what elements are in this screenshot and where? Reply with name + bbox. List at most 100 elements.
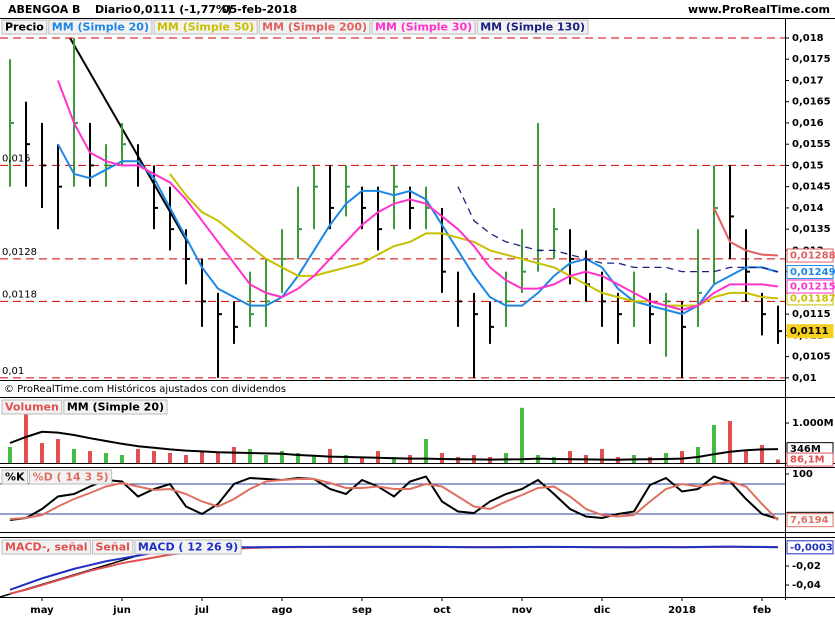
legend-box xyxy=(91,539,134,555)
y-tick-label: 100 xyxy=(792,469,813,480)
volume-bar xyxy=(216,453,220,463)
legend-box xyxy=(1,539,91,555)
trend-line xyxy=(69,37,189,244)
y-tick-label: 0,014 xyxy=(792,203,824,214)
last-value-label: 0,01288 xyxy=(790,251,835,262)
x-tick-label: oct xyxy=(433,605,451,616)
level-label: 0,0118 xyxy=(2,289,37,300)
volume-bar xyxy=(72,449,76,463)
legend-box xyxy=(258,19,371,35)
y-tick-label: 0,0105 xyxy=(792,352,831,363)
volume-bar xyxy=(8,447,12,463)
y-tick-label: -0,04 xyxy=(792,580,821,591)
volume-bar xyxy=(296,453,300,463)
volume-bar xyxy=(312,455,316,463)
legend-box xyxy=(134,539,242,555)
plot-area xyxy=(9,545,779,595)
y-tick-label: 0,01 xyxy=(792,373,817,384)
x-tick-label: ago xyxy=(272,605,293,616)
volume-bar xyxy=(120,455,124,463)
y-tick-label: 0,0155 xyxy=(792,139,831,150)
series-line xyxy=(9,478,779,521)
last-value-label: 7,6194 xyxy=(790,515,829,526)
legend-label: Precio xyxy=(5,21,44,34)
y-tick-label: -0,02 xyxy=(792,561,821,572)
legend-label: Señal xyxy=(95,541,129,554)
legend-label: MM (Simple 20) xyxy=(67,401,164,414)
last-value-box xyxy=(786,279,834,294)
volume-bar xyxy=(104,453,108,463)
legend-box xyxy=(48,19,153,35)
y-tick-label: 1.000M xyxy=(792,418,834,429)
last-value-box xyxy=(786,324,834,339)
legend-box xyxy=(371,19,476,35)
y-tick-label: 0,0145 xyxy=(792,182,831,193)
y-tick-label: 0,0165 xyxy=(792,97,831,108)
legend-box xyxy=(1,19,48,35)
volume-bar xyxy=(712,425,716,463)
legend-label: %D ( 14 3 5) xyxy=(33,471,109,484)
volume-bar xyxy=(728,421,732,463)
legend-label: Volumen xyxy=(5,401,59,414)
volume-bar xyxy=(136,449,140,463)
last-value-label: 346M xyxy=(790,444,821,455)
legend-label: MM (Simple 20) xyxy=(52,21,149,34)
frame xyxy=(0,18,835,600)
legend-label: MM (Simple 200) xyxy=(262,21,367,34)
legend-label: MM (Simple 130) xyxy=(480,21,585,34)
legend-box xyxy=(1,469,29,485)
volume-bar xyxy=(680,451,684,463)
volume-bar xyxy=(56,439,60,463)
plot-area xyxy=(8,407,780,463)
last-value-box xyxy=(786,248,834,263)
x-tick-label: jun xyxy=(112,605,131,616)
legend-label: MACD-, señal xyxy=(5,541,87,554)
volume-bar xyxy=(600,449,604,463)
volume-bar xyxy=(280,451,284,463)
series-line xyxy=(713,207,779,257)
last-value-label: 86,1M xyxy=(790,455,825,466)
x-tick-label: nov xyxy=(512,605,533,616)
legend-label: %K xyxy=(5,471,25,484)
last-value-box xyxy=(786,452,834,467)
legend-label: MM (Simple 50) xyxy=(157,21,254,34)
volume-bar xyxy=(40,443,44,463)
x-tick-label: 2018 xyxy=(668,605,696,616)
volume-bar xyxy=(776,459,780,463)
y-tick-label: 0,0135 xyxy=(792,224,831,235)
volume-bar xyxy=(424,439,428,463)
volume-bar xyxy=(568,451,572,463)
volume-bar xyxy=(264,455,268,463)
volume-bar xyxy=(760,445,764,463)
volume-bar xyxy=(392,457,396,463)
legend-label: MM (Simple 30) xyxy=(375,21,472,34)
x-tick-label: feb xyxy=(753,605,771,616)
y-tick-label: 0,017 xyxy=(792,75,824,86)
y-tick-label: 0,015 xyxy=(792,160,824,171)
volume-bar xyxy=(248,449,252,463)
level-label: 0,01 xyxy=(2,366,24,377)
volume-bar xyxy=(232,447,236,463)
last-value-label: 0,01187 xyxy=(790,293,835,304)
header-site: www.ProRealTime.com xyxy=(688,3,830,16)
volume-bar xyxy=(744,451,748,463)
y-tick-label: 0,0175 xyxy=(792,54,831,65)
volume-bar xyxy=(360,457,364,463)
volume-bar xyxy=(88,451,92,463)
x-tick-label: jul xyxy=(194,605,209,616)
legend-box xyxy=(29,469,113,485)
legend-box xyxy=(63,399,168,415)
volume-bar xyxy=(520,407,524,463)
x-tick-label: sep xyxy=(352,605,372,616)
level-label: 0,015 xyxy=(2,153,31,164)
last-value-box xyxy=(786,265,834,280)
plot-area xyxy=(0,37,785,379)
header-symbol: ABENGOA B xyxy=(8,3,80,16)
header-period: Diario xyxy=(95,3,133,16)
series-line xyxy=(57,80,779,311)
series-line xyxy=(9,545,779,591)
legend-box xyxy=(153,19,258,35)
last-value-label: 0,01215 xyxy=(790,282,835,293)
